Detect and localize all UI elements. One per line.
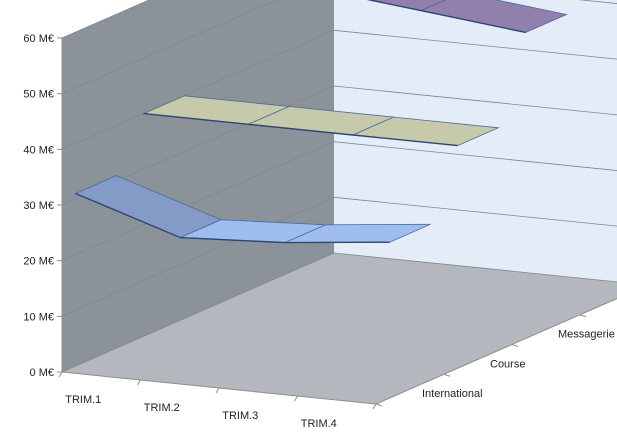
series-course-ribbon	[142, 95, 500, 147]
axes	[57, 37, 617, 410]
category-tick	[372, 403, 377, 410]
gridline	[61, 85, 617, 206]
gridline	[61, 0, 617, 95]
depth-axis	[375, 298, 617, 405]
y-tick-label: 20 M€	[23, 256, 54, 268]
x-tick-label: TRIM.3	[222, 410, 258, 422]
depth-tick-label: Messagerie	[558, 329, 615, 341]
axis-labels: 0 M€ 10 M€ 20 M€ 30 M€ 40 M€ 50 M€ 60 M€ TRIM.1…	[23, 33, 615, 430]
depth-tick	[375, 403, 383, 407]
series-front-edge	[366, 0, 526, 34]
category-tick	[137, 379, 141, 386]
depth-tick-label: Course	[490, 358, 525, 370]
back-wall	[334, 0, 617, 282]
category-tick	[294, 395, 298, 402]
depth-tick-label: International	[422, 388, 483, 400]
series-ribbons	[74, 0, 568, 244]
y-tick-label: 10 M€	[23, 311, 54, 323]
y-tick-label: 60 M€	[23, 33, 54, 45]
x-tick-label: TRIM.4	[301, 418, 337, 430]
side-wall	[62, 0, 334, 372]
y-tick-label: 30 M€	[23, 200, 54, 212]
series-messagerie-ribbon	[366, 0, 568, 34]
y-tick-label: 0 M€	[30, 367, 54, 379]
y-tick-label: 50 M€	[23, 89, 54, 101]
depth-tick	[511, 344, 519, 347]
series-front-edge	[143, 112, 458, 147]
series-front-edge	[75, 192, 390, 244]
floor	[62, 253, 617, 404]
depth-tick	[579, 314, 587, 318]
y-tick-label: 40 M€	[23, 144, 54, 156]
x-tick-label: TRIM.1	[65, 394, 101, 406]
depth-tick	[443, 373, 451, 377]
series-international-ribbon	[74, 175, 431, 244]
x-tick-label: TRIM.2	[144, 402, 180, 414]
category-tick	[215, 387, 220, 394]
category-tick	[58, 371, 63, 378]
gridline	[61, 196, 617, 317]
gridline	[61, 252, 617, 373]
